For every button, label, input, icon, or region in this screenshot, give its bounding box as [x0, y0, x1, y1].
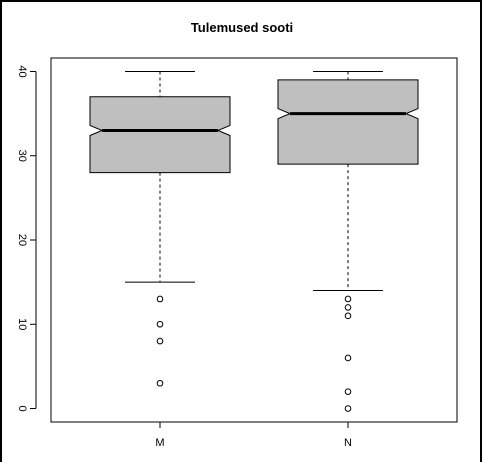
chart-title: Tulemused sooti — [191, 20, 293, 35]
outlier-point — [156, 379, 164, 387]
outlier-point — [344, 295, 352, 303]
notched-box — [277, 79, 419, 165]
box-m — [89, 70, 231, 387]
outlier-point — [156, 320, 164, 328]
boxes-group — [89, 70, 419, 412]
box-n — [277, 70, 419, 412]
y-tick-label: 0 — [16, 405, 28, 411]
outlier-point — [344, 354, 352, 362]
y-tick-label: 10 — [16, 318, 28, 330]
y-axis: 0 10 20 30 40 — [16, 65, 37, 412]
outlier-point — [156, 295, 164, 303]
outlier-point — [344, 405, 352, 412]
outlier-point — [344, 304, 352, 311]
notched-box — [89, 96, 231, 174]
outlier-point — [344, 312, 352, 320]
x-tick-label: N — [344, 437, 352, 449]
outlier-point — [344, 388, 352, 395]
outlier-point — [156, 337, 164, 345]
y-tick-label: 20 — [16, 234, 28, 246]
x-tick-label: M — [155, 437, 164, 449]
y-tick-label: 40 — [16, 65, 28, 77]
y-tick-label: 30 — [16, 150, 28, 162]
